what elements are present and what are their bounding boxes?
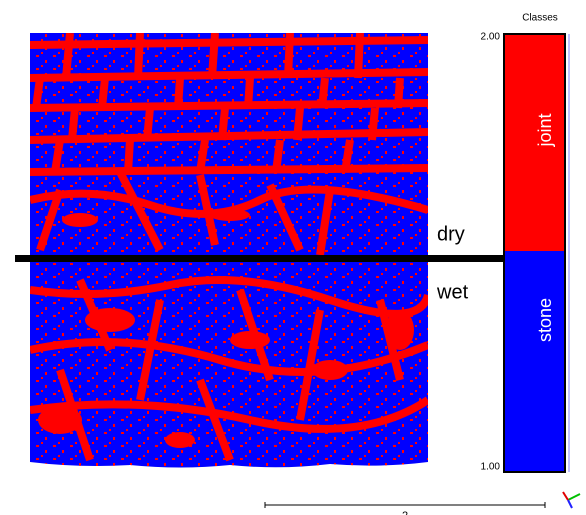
point-cloud xyxy=(30,33,428,468)
class-label: joint xyxy=(535,113,555,147)
divider-line xyxy=(15,255,515,262)
axis-gizmo xyxy=(563,492,580,508)
annotation: wet xyxy=(436,281,469,303)
viewport: dry wet Classes 2.00 1.00 joint stone 2 xyxy=(0,0,586,515)
colorbar-label: 2.00 xyxy=(481,32,501,43)
colorbar-segment xyxy=(504,251,565,472)
colorbar-title: Classes xyxy=(522,13,558,24)
scale-bar-label: 2 xyxy=(402,510,408,515)
annotation: dry xyxy=(437,223,465,245)
viewer: dry wet Classes 2.00 1.00 joint stone 2 xyxy=(0,0,586,515)
class-label: stone xyxy=(535,298,555,342)
colorbar-label: 1.00 xyxy=(481,462,501,473)
